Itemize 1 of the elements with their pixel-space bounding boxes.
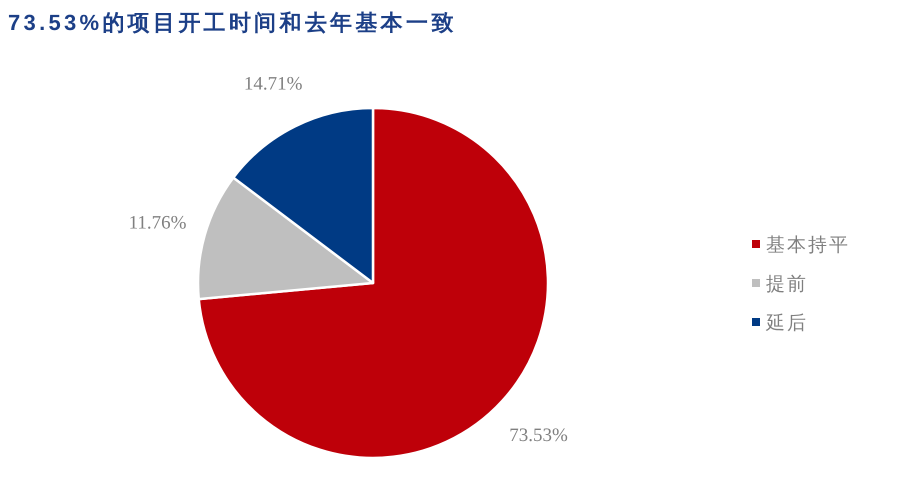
title: 73.53%的项目开工时间和去年基本一致 xyxy=(8,10,457,35)
